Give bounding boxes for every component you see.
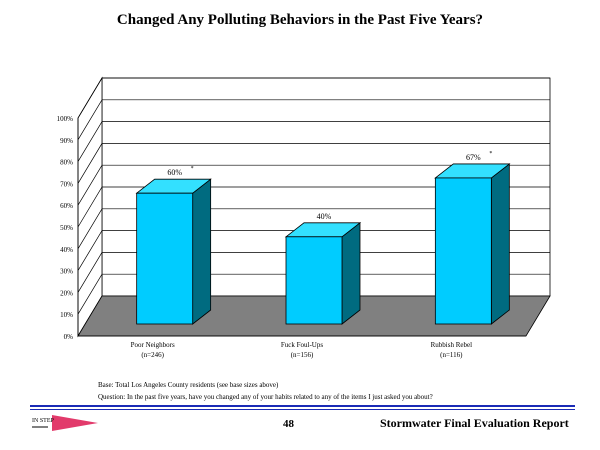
footer-rule-thin [30, 409, 575, 410]
y-tick-label: 50% [60, 224, 73, 232]
chart-title: Changed Any Polluting Behaviors in the P… [116, 12, 484, 28]
gridline [77, 230, 550, 271]
y-tick-label: 30% [60, 268, 73, 276]
company-logo: IN STEP [32, 415, 98, 431]
significance-mark: * [191, 166, 194, 172]
footer-rule [30, 405, 575, 407]
y-tick-label: 60% [60, 202, 73, 210]
x-tick-base: (n=156) [291, 351, 314, 359]
y-tick-label: 0% [64, 333, 74, 341]
data-label: 40% [317, 212, 332, 221]
page-number: 48 [283, 418, 294, 430]
gridline [77, 164, 550, 206]
y-tick-label: 40% [60, 246, 73, 254]
logo-text: IN STEP [32, 418, 54, 424]
gridline [77, 252, 550, 293]
y-tick-label: 20% [60, 289, 73, 297]
x-tick-label: Rubbish Rebel [431, 341, 472, 349]
gridline [77, 208, 550, 249]
bar [285, 236, 343, 325]
data-label: 60% [167, 168, 182, 177]
x-tick-base: (n=246) [141, 351, 164, 359]
base-note: Base: Total Los Angeles County residents… [98, 381, 279, 389]
gridline [77, 121, 550, 162]
y-tick-label: 80% [60, 159, 73, 167]
gridline [77, 143, 550, 184]
bar [136, 192, 194, 325]
y-tick-label: 90% [60, 137, 73, 145]
question-note: Question: In the past five years, have y… [98, 393, 433, 401]
bar-side [192, 178, 212, 325]
y-tick-label: 70% [60, 180, 73, 188]
x-tick-label: Fuck Foul-Ups [281, 341, 323, 349]
bar-side [490, 163, 510, 325]
gridline [77, 273, 550, 315]
gridline [77, 186, 550, 228]
x-tick-label: Poor Neighbors [131, 341, 175, 349]
bar-chart: 0% 10% 20% 30% 40% 50% 60% 70% 80% 90% 100% 60% * Po… [57, 76, 551, 359]
bar [434, 177, 492, 325]
gridline [77, 77, 550, 119]
x-tick-base: (n=116) [440, 351, 463, 359]
y-tick-label: 100% [57, 115, 74, 123]
report-title: Stormwater Final Evaluation Report [380, 416, 569, 430]
data-label: 67% [466, 153, 481, 162]
bar-side [341, 221, 361, 325]
gridline [77, 99, 550, 140]
y-tick-label: 10% [60, 311, 73, 319]
significance-mark: * [489, 151, 492, 157]
